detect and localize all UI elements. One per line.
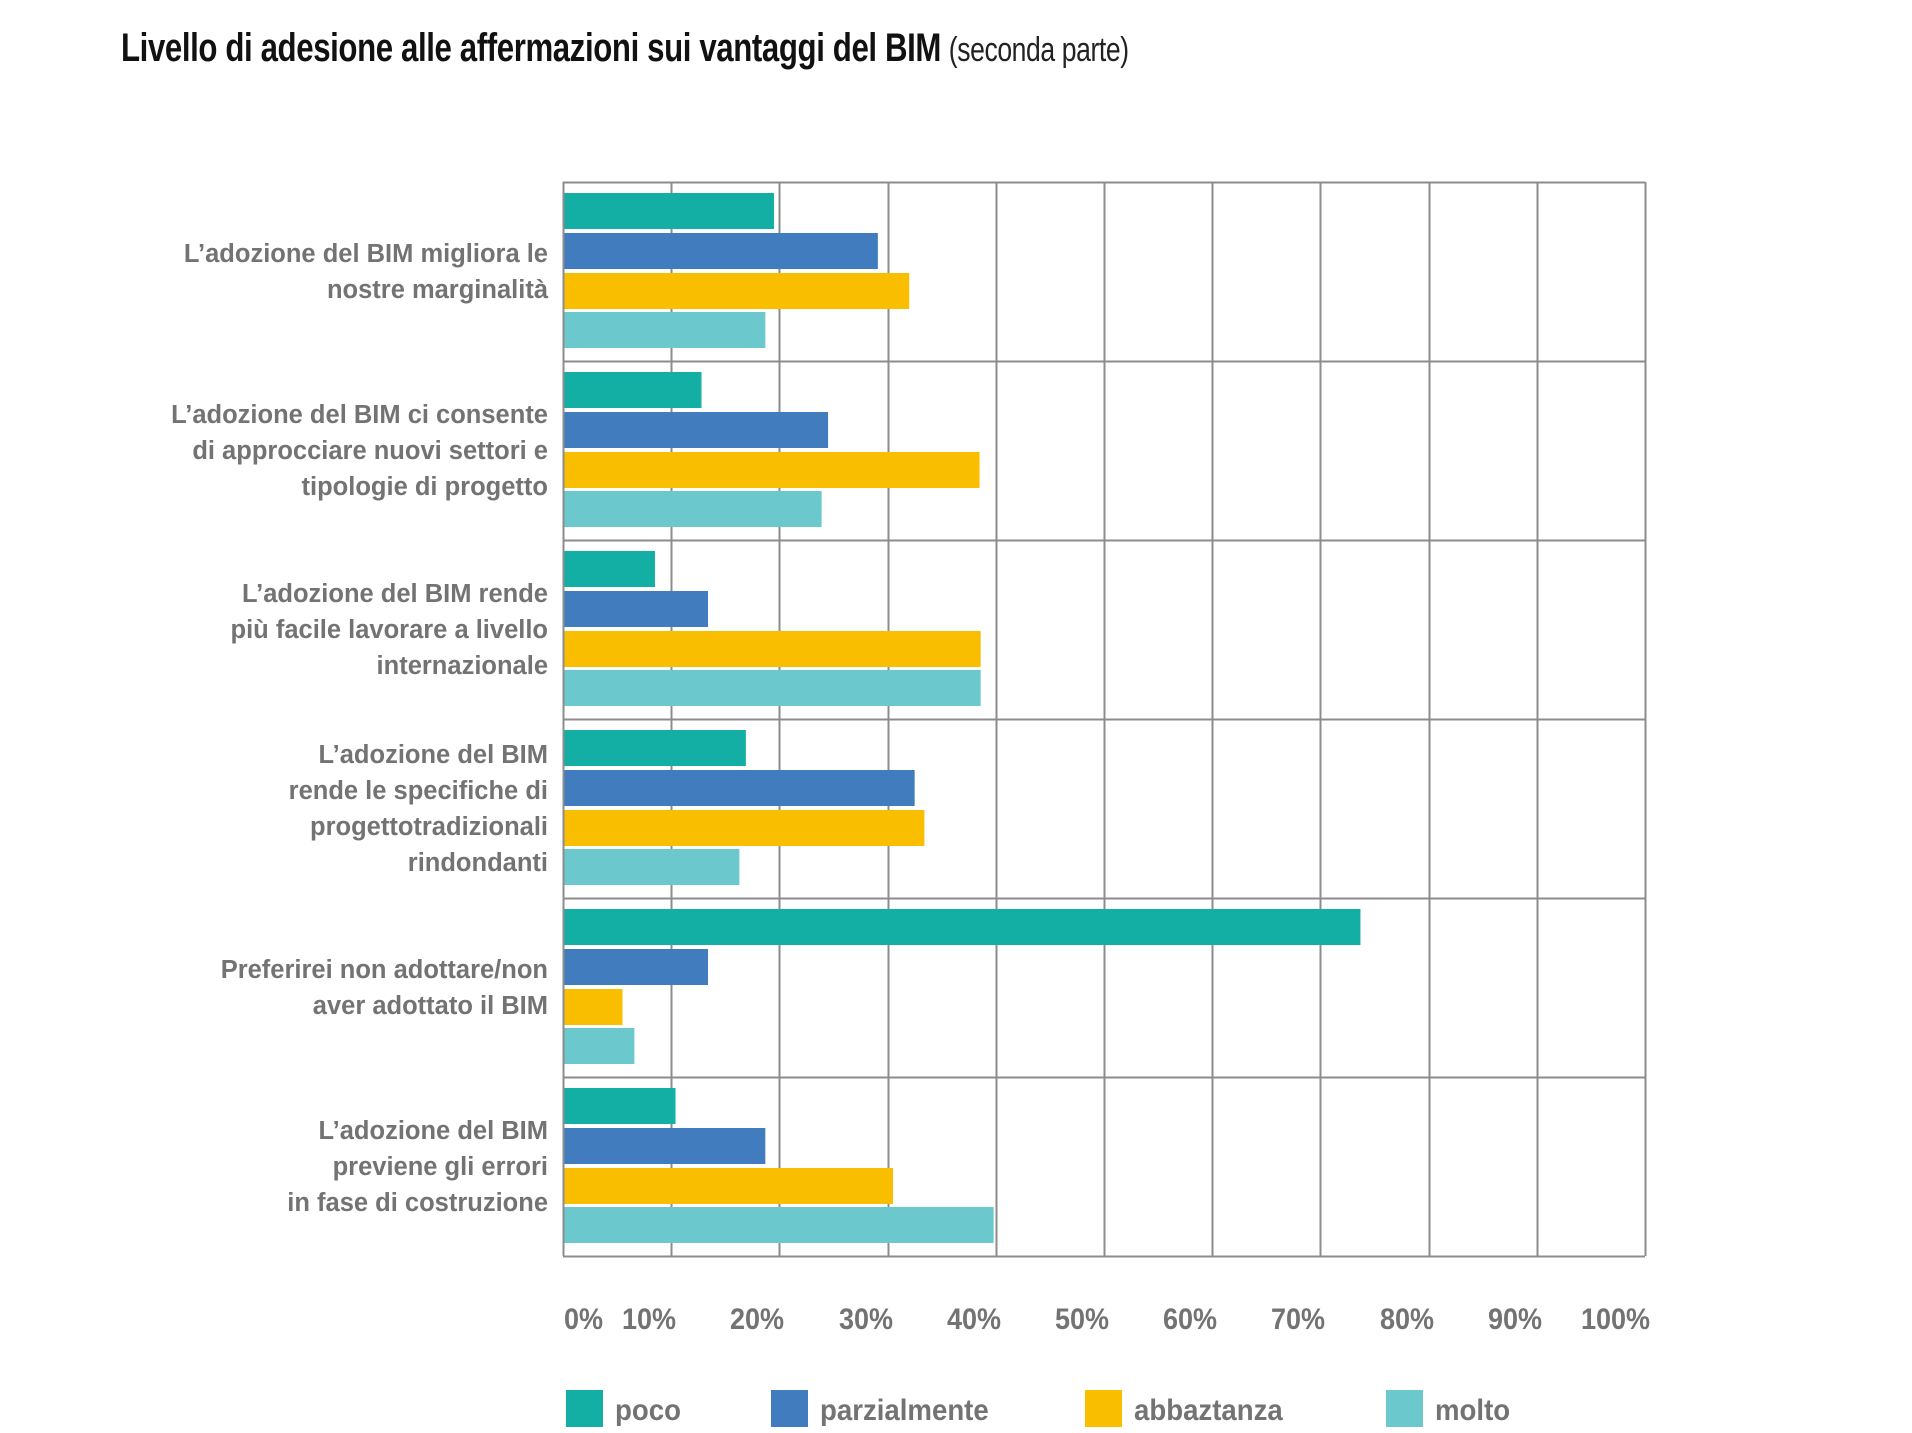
bar-poco bbox=[564, 1088, 676, 1124]
x-tick-label: 40% bbox=[946, 1303, 1001, 1336]
bar-poco bbox=[564, 730, 746, 766]
bar-abbaztanza bbox=[564, 631, 981, 667]
bars bbox=[564, 193, 1361, 1243]
bar-abbaztanza bbox=[564, 273, 910, 309]
bar-parzialmente bbox=[564, 412, 829, 448]
bar-molto bbox=[564, 491, 822, 527]
legend-swatch bbox=[771, 1389, 808, 1427]
x-tick-label: 30% bbox=[838, 1303, 893, 1336]
legend-item-parzialmente: parzialmente bbox=[771, 1380, 1003, 1432]
bar-abbaztanza bbox=[564, 452, 980, 488]
chart-subtitle: (seconda parte) bbox=[948, 31, 1129, 69]
category-label: Preferirei non adottare/non aver adottat… bbox=[220, 955, 548, 1020]
bar-parzialmente bbox=[564, 591, 708, 627]
x-tick-label: 50% bbox=[1054, 1303, 1109, 1336]
legend-label: poco bbox=[615, 1394, 681, 1427]
x-tick-label: 80% bbox=[1379, 1303, 1434, 1336]
chart-title: Livello di adesione alle affermazioni su… bbox=[121, 26, 1129, 71]
category-label: L’adozione del BIM previene gli errori i… bbox=[287, 1116, 548, 1217]
bar-poco bbox=[564, 372, 702, 408]
bar-molto bbox=[564, 312, 766, 348]
chart-title-main: Livello di adesione alle affermazioni su… bbox=[121, 26, 941, 70]
x-tick-label: 20% bbox=[730, 1303, 785, 1336]
x-tick-label: 70% bbox=[1271, 1303, 1326, 1336]
bar-abbaztanza bbox=[564, 989, 623, 1025]
bar-molto bbox=[564, 670, 981, 706]
bar-parzialmente bbox=[564, 233, 878, 269]
x-tick-label: 60% bbox=[1163, 1303, 1218, 1336]
legend-item-molto: molto bbox=[1386, 1380, 1517, 1432]
bar-poco bbox=[564, 193, 774, 229]
legend-swatch bbox=[1085, 1389, 1122, 1427]
x-tick-label: 90% bbox=[1487, 1303, 1542, 1336]
bar-poco bbox=[564, 909, 1361, 945]
legend-item-abbaztanza: abbaztanza bbox=[1085, 1380, 1296, 1432]
bar-parzialmente bbox=[564, 949, 708, 985]
bar-abbaztanza bbox=[564, 1168, 894, 1204]
bar-abbaztanza bbox=[564, 810, 925, 846]
legend-label: molto bbox=[1435, 1394, 1511, 1427]
category-label: L’adozione del BIM rende le specifiche d… bbox=[288, 740, 548, 877]
legend-swatch bbox=[566, 1389, 603, 1427]
x-tick-label: 100% bbox=[1580, 1303, 1650, 1336]
category-label: L’adozione del BIM rende più facile lavo… bbox=[230, 579, 548, 680]
legend-label: parzialmente bbox=[820, 1394, 989, 1427]
bar-parzialmente bbox=[564, 770, 915, 806]
legend-label: abbaztanza bbox=[1134, 1394, 1283, 1427]
bar-molto bbox=[564, 1028, 635, 1064]
legend-item-poco: poco bbox=[566, 1380, 687, 1432]
grid bbox=[562, 181, 1647, 1258]
bar-poco bbox=[564, 551, 655, 587]
bar-molto bbox=[564, 849, 740, 885]
category-label: L’adozione del BIM ci consente di approc… bbox=[171, 400, 548, 501]
bar-parzialmente bbox=[564, 1128, 766, 1164]
x-tick-label: 0% bbox=[564, 1303, 604, 1336]
bar-molto bbox=[564, 1207, 994, 1243]
category-label: L’adozione del BIM migliora le nostre ma… bbox=[183, 239, 548, 304]
legend-swatch bbox=[1386, 1389, 1423, 1427]
x-tick-label: 10% bbox=[622, 1303, 677, 1336]
